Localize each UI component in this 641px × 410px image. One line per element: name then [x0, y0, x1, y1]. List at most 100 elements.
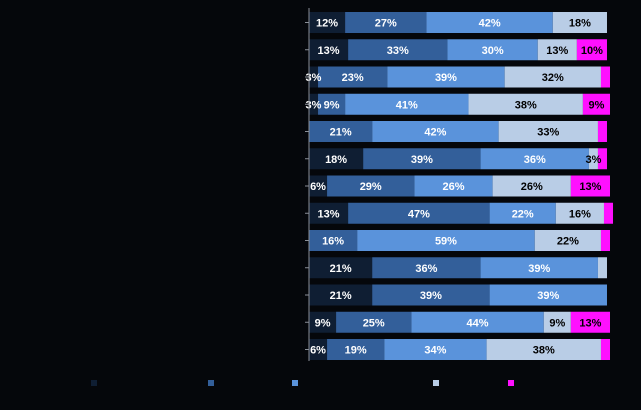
bar-segment-row8-series3: [489, 202, 556, 224]
data-label-row9-series3: 59%: [435, 236, 457, 248]
legend-swatch-5: [508, 380, 514, 386]
data-label-row13-series4: 38%: [533, 345, 555, 357]
data-label-row5-series2: 21%: [330, 127, 352, 139]
bar-segment-row1-series2: [345, 12, 427, 33]
bar-segment-row1-series4: [552, 12, 607, 33]
bar-segment-row7-series2: [327, 175, 415, 197]
bar-segment-row12-series1: [309, 311, 337, 333]
bar-segment-row3-series3: [387, 66, 505, 88]
data-label-row8-series2: 47%: [408, 208, 430, 220]
data-label-row6-series2: 39%: [411, 154, 433, 166]
legend-swatch-1: [91, 380, 97, 386]
bar-segment-row13-series1: [309, 339, 328, 360]
data-label-row7-series3: 26%: [442, 181, 464, 193]
bar-segment-row12-series2: [336, 311, 412, 333]
bar-segment-row11-series2: [372, 284, 490, 306]
data-label-row1-series2: 27%: [375, 18, 397, 30]
bar-segment-row8-series5: [603, 202, 614, 224]
bar-segment-row9-series3: [357, 230, 535, 251]
bar-segment-row12-series4: [543, 311, 571, 333]
data-label-row6-series4: 3%: [585, 154, 601, 166]
data-label-row13-series3: 34%: [424, 345, 446, 357]
data-labels-layer: 12% 27% 42% 18% 13% 33% 30% 13% 10% 3% 23% 39% 32% 3%…: [306, 18, 605, 357]
data-label-row10-series3: 39%: [528, 263, 550, 275]
legend-swatch-2: [208, 380, 214, 386]
bar-segment-row5-series3: [372, 121, 499, 142]
data-label-row2-series4: 13%: [546, 45, 568, 57]
bar-segment-row11-series3: [489, 284, 607, 306]
data-label-row13-series2: 19%: [345, 345, 367, 357]
data-label-row3-series4: 32%: [542, 72, 564, 84]
bar-segment-row5-series5: [597, 121, 607, 142]
data-label-row3-series2: 23%: [342, 72, 364, 84]
bar-segment-row10-series4: [597, 257, 607, 279]
data-label-row2-series1: 13%: [318, 45, 340, 57]
data-label-row12-series2: 25%: [363, 317, 385, 329]
data-label-row8-series1: 13%: [318, 208, 340, 220]
bar-segment-row6-series2: [363, 148, 481, 170]
bar-segment-row12-series3: [411, 311, 544, 333]
data-label-row8-series4: 16%: [569, 208, 591, 220]
data-label-row9-series4: 22%: [557, 236, 579, 248]
data-label-row10-series2: 36%: [415, 263, 437, 275]
data-label-row7-series5: 13%: [579, 181, 601, 193]
data-label-row3-series3: 39%: [435, 72, 457, 84]
data-label-row13-series1: 6%: [310, 345, 326, 357]
data-label-row5-series3: 42%: [424, 127, 446, 139]
bar-segment-row1-series3: [426, 12, 553, 33]
data-label-row5-series4: 33%: [537, 127, 559, 139]
data-label-row12-series3: 44%: [467, 317, 489, 329]
bar-segment-row2-series3: [447, 39, 538, 61]
data-label-row1-series3: 42%: [479, 18, 501, 30]
bar-segment-row13-series3: [384, 339, 487, 360]
y-axis-ticks: [305, 22, 309, 350]
data-label-row1-series1: 12%: [316, 18, 338, 30]
data-label-row4-series3: 41%: [396, 99, 418, 111]
legend: [91, 380, 514, 386]
data-label-row3-series1: 3%: [306, 72, 322, 84]
bar-segment-row3-series5: [600, 66, 610, 88]
data-label-row8-series3: 22%: [512, 208, 534, 220]
bar-segment-row13-series4: [486, 339, 601, 360]
bar-segment-row7-series1: [309, 175, 328, 197]
data-label-row12-series4: 9%: [549, 317, 565, 329]
bar-segment-row4-series4: [468, 93, 583, 115]
bars-layer: [309, 12, 614, 360]
bar-segment-row9-series4: [534, 230, 601, 251]
bar-segment-row6-series3: [480, 148, 589, 170]
bar-segment-row8-series2: [348, 202, 490, 224]
bar-segment-row10-series2: [372, 257, 481, 279]
bar-segment-row3-series1: [309, 66, 319, 88]
bar-segment-row13-series2: [327, 339, 385, 360]
data-label-row11-series1: 21%: [330, 290, 352, 302]
data-label-row9-series2: 16%: [322, 236, 344, 248]
bar-segment-row4-series1: [309, 93, 319, 115]
legend-swatch-4: [433, 380, 439, 386]
bar-segment-row13-series5: [600, 339, 610, 360]
data-label-row11-series2: 39%: [420, 290, 442, 302]
bar-segment-row2-series5: [576, 39, 607, 61]
bar-segment-row4-series5: [582, 93, 610, 115]
data-label-row4-series2: 9%: [324, 99, 340, 111]
data-label-row12-series5: 13%: [579, 317, 601, 329]
data-label-row4-series5: 9%: [589, 99, 605, 111]
bar-segment-row6-series4: [588, 148, 598, 170]
bar-segment-row3-series4: [504, 66, 601, 88]
bar-segment-row7-series5: [570, 175, 610, 197]
bar-segment-row10-series1: [309, 257, 373, 279]
data-label-row7-series4: 26%: [521, 181, 543, 193]
data-label-row6-series1: 18%: [325, 154, 347, 166]
bar-segment-row6-series1: [309, 148, 364, 170]
data-label-row7-series2: 29%: [360, 181, 382, 193]
bar-segment-row3-series2: [318, 66, 388, 88]
bar-segment-row9-series2: [309, 230, 358, 251]
bar-segment-row9-series5: [600, 230, 610, 251]
bar-segment-row11-series1: [309, 284, 373, 306]
bar-segment-row4-series3: [345, 93, 469, 115]
data-label-row2-series3: 30%: [482, 45, 504, 57]
bar-segment-row4-series2: [318, 93, 346, 115]
bar-segment-row8-series4: [555, 202, 604, 224]
data-label-row2-series5: 10%: [581, 45, 603, 57]
data-label-row11-series3: 39%: [537, 290, 559, 302]
